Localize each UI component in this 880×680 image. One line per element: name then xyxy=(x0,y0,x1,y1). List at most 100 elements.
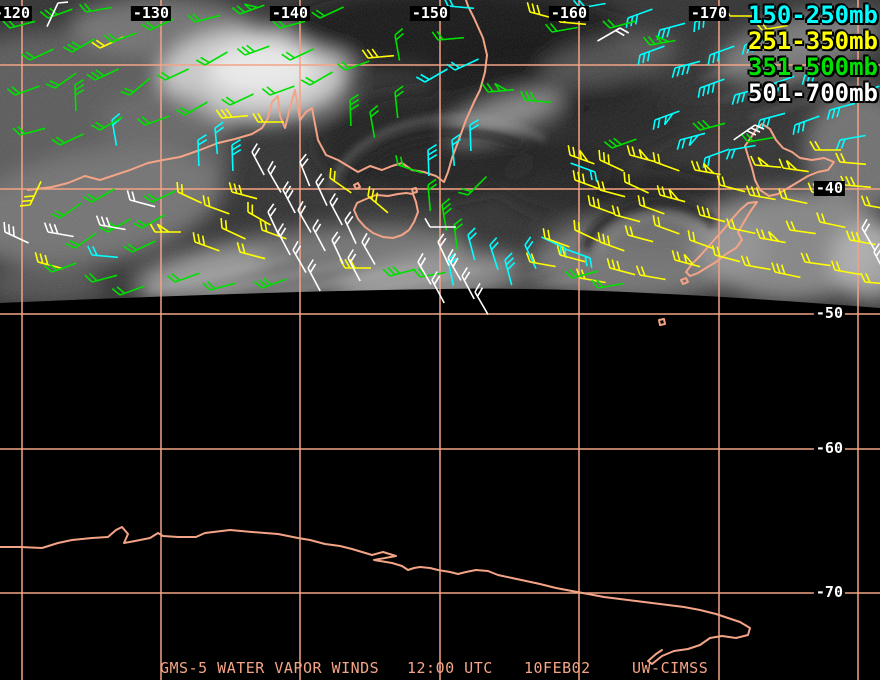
wind-barb xyxy=(860,272,880,285)
wind-barb xyxy=(697,78,725,98)
wind-barb xyxy=(444,0,474,10)
wind-barb xyxy=(247,202,271,226)
wind-barb xyxy=(771,262,801,279)
wind-barb xyxy=(461,267,475,300)
wind-barb xyxy=(731,87,761,105)
wind-barb xyxy=(417,252,432,285)
wind-barb xyxy=(707,45,735,65)
island-auckland xyxy=(658,318,666,326)
longitude-label: -140 xyxy=(269,4,310,22)
wind-barb xyxy=(267,203,280,236)
caption-source: UW-CIMSS xyxy=(632,659,709,677)
wind-barb xyxy=(267,160,282,193)
wind-barb xyxy=(103,32,137,43)
wind-barb xyxy=(176,181,202,204)
wind-barb xyxy=(626,145,656,163)
wind-barb xyxy=(676,132,706,150)
wind-barb xyxy=(725,144,756,160)
wind-barb xyxy=(692,119,726,131)
wind-barb xyxy=(39,7,73,19)
wind-barb xyxy=(336,60,370,71)
wind-barb xyxy=(312,219,326,252)
wind-barb xyxy=(156,68,189,81)
wind-barb xyxy=(382,265,416,277)
wind-barb xyxy=(12,126,46,136)
legend-item-251-350: 251-350mb xyxy=(747,27,878,55)
wind-barb xyxy=(597,27,630,42)
wind-barb xyxy=(19,181,42,207)
wind-barb xyxy=(120,77,151,96)
wind-barb xyxy=(84,273,118,283)
wind-barb xyxy=(431,271,445,304)
wind-barb xyxy=(637,195,665,215)
wind-barb xyxy=(86,68,119,81)
latitude-label: -50 xyxy=(813,304,845,322)
wind-barb xyxy=(132,214,165,229)
wind-barb xyxy=(711,245,741,263)
wind-barb xyxy=(565,248,593,268)
wind-barb xyxy=(221,93,254,106)
wind-barb xyxy=(50,202,82,219)
wind-barb xyxy=(756,112,786,130)
wind-barb xyxy=(126,190,156,208)
wind-barb xyxy=(544,22,578,33)
wind-barb xyxy=(6,85,40,96)
wind-barb xyxy=(90,116,123,131)
wind-barb xyxy=(277,223,291,256)
caption-time: 12:00 UTC xyxy=(407,659,493,677)
wind-barb xyxy=(830,260,861,276)
wind-barb xyxy=(687,230,715,250)
coastline-tasmania xyxy=(353,192,419,239)
longitude-label: -170 xyxy=(688,4,729,22)
wind-barb xyxy=(231,139,242,172)
wind-barb xyxy=(427,178,438,211)
wind-barb xyxy=(299,153,311,187)
legend-item-501-700: 501-700mb xyxy=(747,79,878,107)
wind-barb xyxy=(369,104,380,138)
longitude-label: -120 xyxy=(0,6,32,21)
wind-barb xyxy=(329,193,343,226)
wind-barb xyxy=(95,215,126,231)
latitude-label: -70 xyxy=(813,583,845,601)
wind-barb xyxy=(489,237,499,270)
wind-barb xyxy=(572,170,600,190)
wind-barb xyxy=(567,145,595,165)
wind-barb xyxy=(344,211,357,244)
longitude-label: -150 xyxy=(409,4,450,22)
longitude-label: -160 xyxy=(548,4,589,22)
wind-barb xyxy=(785,220,816,235)
wind-barb xyxy=(259,220,287,240)
wind-barb xyxy=(481,82,514,93)
wind-barb xyxy=(62,38,95,53)
wind-barb xyxy=(349,94,360,127)
wind-barb xyxy=(197,134,208,167)
wind-barb xyxy=(656,22,686,40)
island-stewart xyxy=(680,277,689,285)
wind-barb xyxy=(852,85,880,105)
wind-barb xyxy=(329,167,352,194)
wind-barb xyxy=(754,20,788,31)
wind-barb xyxy=(441,197,452,231)
legend-item-351-500: 351-500mb xyxy=(747,53,878,81)
wind-barb xyxy=(792,115,820,135)
wind-barb xyxy=(524,236,537,269)
wind-barb xyxy=(252,112,284,123)
wind-barb xyxy=(45,72,77,89)
wind-barb xyxy=(652,152,680,172)
wind-barb xyxy=(458,176,487,196)
wind-barb xyxy=(835,134,866,150)
wind-barb xyxy=(573,219,599,242)
wind-barb xyxy=(816,212,846,229)
wind-barb xyxy=(261,85,295,96)
wind-barb xyxy=(740,132,774,143)
wind-barb xyxy=(696,205,726,223)
wind-barb xyxy=(236,242,266,260)
wind-barb xyxy=(733,124,765,141)
wind-barb xyxy=(778,158,809,173)
island-king xyxy=(353,182,361,190)
wind-barb xyxy=(623,171,649,194)
wind-barb xyxy=(590,278,624,289)
wind-barb xyxy=(166,272,200,283)
wind-barb xyxy=(637,45,665,65)
